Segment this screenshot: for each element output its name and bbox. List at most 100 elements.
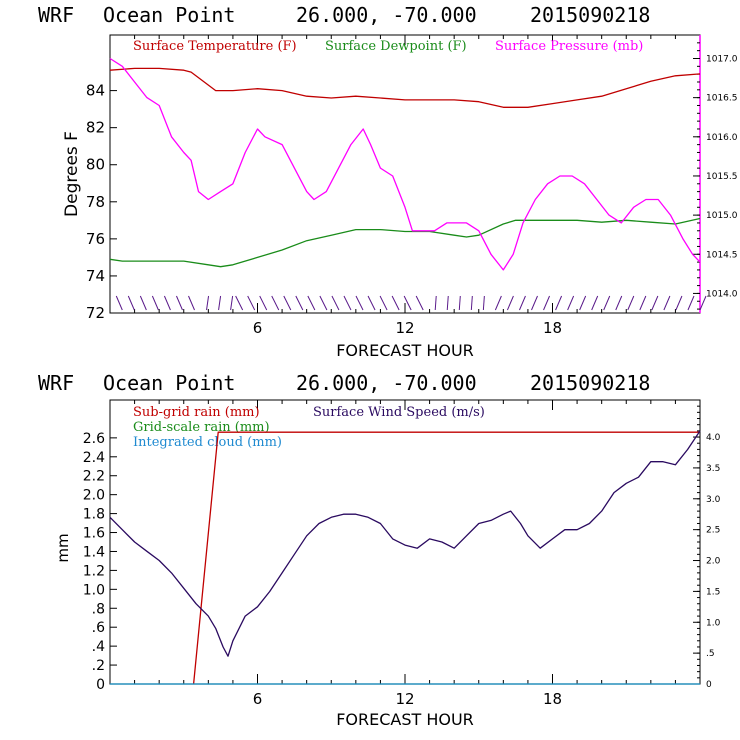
bottom-y2-tick-label: 1.0 bbox=[706, 618, 721, 628]
wind-barb bbox=[687, 295, 695, 311]
series-surface-temperature-f bbox=[109, 67, 701, 108]
wind-barb bbox=[543, 295, 550, 311]
wind-barb bbox=[494, 295, 502, 311]
wind-barb bbox=[188, 295, 195, 311]
top-y-axis-label: Degrees F bbox=[62, 131, 82, 217]
legend-surface-pressure: Surface Pressure (mb) bbox=[495, 39, 643, 54]
top-y2-tick-label: 1017.0 bbox=[706, 54, 738, 64]
bottom-y-tick-label: 1.6 bbox=[83, 526, 105, 542]
wind-barb bbox=[519, 295, 526, 311]
bottom-title-coords: 26.000, -70.000 bbox=[296, 371, 477, 395]
bottom-title-date: 2015090218 bbox=[530, 371, 650, 395]
panel-top: WRF Ocean Point 26.000, -70.000 20150902… bbox=[38, 3, 738, 360]
bottom-y-tick-label: 2.4 bbox=[83, 450, 105, 466]
bottom-y-tick-label: .6 bbox=[92, 620, 105, 636]
wind-barb bbox=[230, 295, 234, 311]
series-surface-dewpoint-f bbox=[109, 217, 701, 268]
wind-barb bbox=[639, 295, 647, 311]
legend-grid-scale-rain: Grid-scale rain (mm) bbox=[133, 420, 270, 435]
legend-surface-temperature: Surface Temperature (F) bbox=[133, 39, 297, 54]
wind-barb bbox=[319, 295, 328, 311]
top-x-axis: 6 12 18 bbox=[134, 35, 676, 337]
top-y-tick-label: 80 bbox=[86, 156, 105, 174]
bottom-legend: Sub-grid rain (mm) Surface Wind Speed (m… bbox=[133, 405, 485, 450]
wind-barb bbox=[163, 295, 171, 311]
wind-barb bbox=[235, 295, 244, 311]
top-title-date: 2015090218 bbox=[530, 3, 650, 27]
bottom-y2-tick-label: 2.5 bbox=[706, 526, 720, 536]
wind-barb bbox=[699, 295, 707, 311]
wind-barb bbox=[139, 295, 147, 311]
legend-integrated-cloud: Integrated cloud (mm) bbox=[133, 435, 282, 450]
bottom-x-tick-label: 12 bbox=[395, 690, 414, 708]
wind-barb bbox=[675, 295, 683, 311]
top-y-axis: 72 74 76 78 80 82 84 bbox=[86, 82, 117, 322]
bottom-y-tick-label: .2 bbox=[92, 658, 105, 674]
top-y2-tick-label: 1016.0 bbox=[706, 133, 738, 143]
top-title-location: Ocean Point bbox=[103, 3, 235, 27]
top-title: WRF Ocean Point 26.000, -70.000 20150902… bbox=[38, 3, 650, 27]
bottom-y-axis: 0 .2 .4 .6 .8 1.0 1.2 1.4 1.6 1.8 2.0 2.2 2.4 2.6 bbox=[83, 431, 117, 693]
top-y-tick-label: 72 bbox=[86, 304, 105, 322]
bottom-title: WRF Ocean Point 26.000, -70.000 20150902… bbox=[38, 371, 650, 395]
wind-barb bbox=[415, 295, 424, 311]
wind-barb bbox=[379, 295, 388, 311]
bottom-y-tick-label: 1.4 bbox=[83, 544, 105, 560]
wind-barb bbox=[367, 295, 376, 311]
wind-barb bbox=[115, 295, 123, 311]
bottom-y-tick-label: 2.2 bbox=[83, 469, 105, 485]
top-y2-tick-label: 1016.5 bbox=[706, 94, 738, 104]
legend-surface-wind-speed: Surface Wind Speed (m/s) bbox=[313, 405, 485, 420]
series-surface-pressure-mb bbox=[109, 57, 701, 271]
wind-barb bbox=[555, 295, 563, 311]
top-y2-tick-label: 1014.0 bbox=[706, 289, 738, 299]
wind-barb bbox=[627, 295, 635, 311]
bottom-x-axis: 6 12 18 bbox=[134, 400, 676, 708]
top-y-tick-label: 84 bbox=[86, 82, 105, 100]
legend-surface-dewpoint: Surface Dewpoint (F) bbox=[325, 39, 467, 54]
bottom-y2-tick-label: 3.5 bbox=[706, 464, 720, 474]
top-y2-tick-label: 1014.5 bbox=[706, 250, 738, 260]
bottom-y-tick-label: .4 bbox=[92, 639, 105, 655]
wind-barb bbox=[331, 295, 340, 311]
top-title-model: WRF bbox=[38, 3, 74, 27]
top-x-tick-label: 6 bbox=[253, 319, 263, 337]
bottom-x-tick-label: 6 bbox=[253, 690, 263, 708]
wind-barb bbox=[434, 295, 437, 311]
bottom-y-tick-label: 2.0 bbox=[83, 488, 105, 504]
bottom-x-axis-label: FORECAST HOUR bbox=[336, 710, 474, 729]
legend-sub-grid-rain: Sub-grid rain (mm) bbox=[133, 405, 260, 420]
top-x-tick-label: 12 bbox=[395, 319, 414, 337]
wind-barb bbox=[218, 295, 222, 311]
series-sub-grid-rain-mm bbox=[192, 431, 700, 685]
top-x-tick-label: 18 bbox=[543, 319, 562, 337]
bottom-y-tick-label: 0 bbox=[96, 677, 105, 693]
wind-barb bbox=[531, 295, 538, 311]
wind-barb bbox=[295, 295, 304, 311]
bottom-title-location: Ocean Point bbox=[103, 371, 235, 395]
wind-barb bbox=[615, 295, 623, 311]
bottom-y2-tick-label: .5 bbox=[706, 649, 715, 659]
bottom-title-model: WRF bbox=[38, 371, 74, 395]
top-y-tick-label: 82 bbox=[86, 119, 105, 137]
bottom-y2-tick-label: 4.0 bbox=[706, 433, 721, 443]
wind-barb bbox=[271, 295, 280, 311]
bottom-y2-tick-label: 1.5 bbox=[706, 587, 720, 597]
bottom-y-tick-label: 1.8 bbox=[83, 507, 105, 523]
wind-barb bbox=[482, 295, 485, 311]
top-y-tick-label: 74 bbox=[86, 267, 105, 285]
wind-barb bbox=[307, 295, 316, 311]
bottom-y-tick-label: 1.0 bbox=[83, 582, 105, 598]
wind-barb bbox=[206, 295, 210, 311]
wind-barb bbox=[506, 295, 514, 311]
wind-barb bbox=[283, 295, 292, 311]
top-title-coords: 26.000, -70.000 bbox=[296, 3, 477, 27]
wind-barb bbox=[403, 295, 412, 311]
wind-barb bbox=[567, 295, 575, 311]
wind-barb bbox=[446, 295, 449, 311]
wind-barb bbox=[579, 295, 587, 311]
wind-barb bbox=[127, 295, 135, 311]
bottom-y-tick-label: .8 bbox=[92, 601, 105, 617]
bottom-x-tick-label: 18 bbox=[543, 690, 562, 708]
